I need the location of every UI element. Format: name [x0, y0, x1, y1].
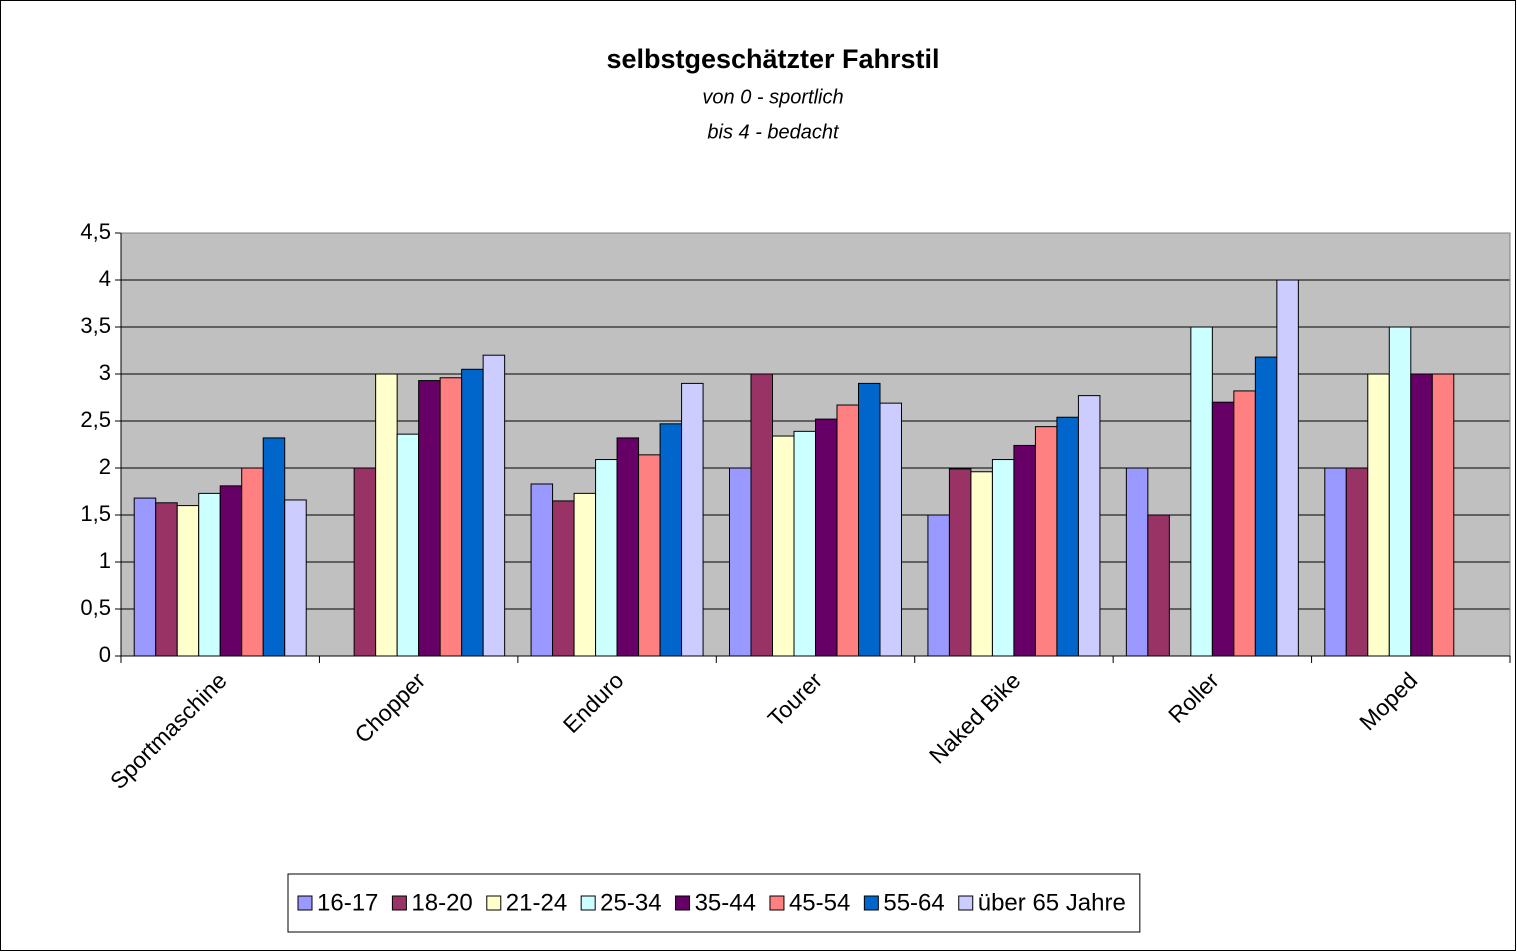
bar	[595, 459, 618, 657]
bar	[1324, 467, 1347, 657]
bar	[1431, 373, 1455, 657]
bar	[659, 423, 683, 657]
bar	[133, 497, 157, 657]
legend-label: 21-24	[506, 889, 567, 916]
bar	[1147, 514, 1170, 657]
y-tick-label: 0,5	[80, 595, 111, 620]
bar	[1077, 395, 1101, 657]
bar	[353, 467, 377, 657]
y-tick-label: 3	[99, 360, 111, 385]
chart-title: selbstgeschätzter Fahrstil	[606, 44, 939, 74]
bar	[198, 492, 221, 657]
bar	[815, 418, 838, 657]
bar	[1013, 444, 1036, 657]
y-tick-label: 2,5	[80, 407, 111, 432]
bar	[396, 433, 420, 657]
y-tick-label: 3,5	[80, 313, 111, 338]
bar	[461, 368, 484, 657]
legend-label: 16-17	[317, 889, 378, 916]
bar	[482, 354, 506, 657]
bar	[638, 454, 661, 657]
bar	[948, 468, 972, 657]
bar	[1345, 467, 1369, 657]
legend-swatch	[958, 895, 974, 911]
y-tick-label: 1	[99, 548, 111, 573]
bar	[176, 505, 200, 657]
legend-swatch	[297, 895, 313, 911]
legend-swatch	[675, 895, 691, 911]
bar	[1034, 426, 1058, 657]
y-tick-label: 4,5	[80, 219, 111, 244]
bar	[530, 483, 554, 657]
bar	[262, 437, 286, 657]
legend-swatch	[391, 895, 407, 911]
bar	[681, 382, 704, 657]
bar	[1410, 373, 1433, 657]
y-tick-label: 2	[99, 454, 111, 479]
bar	[772, 435, 795, 657]
bar	[879, 402, 902, 657]
legend-swatch	[863, 895, 879, 911]
bar	[836, 404, 859, 657]
legend-label: 35-44	[695, 889, 756, 916]
legend-box	[287, 873, 1141, 933]
bar	[970, 471, 993, 657]
bar	[284, 499, 307, 657]
bar	[1254, 356, 1278, 657]
chart-subtitle: bis 4 - bedacht	[707, 121, 840, 143]
bar	[750, 373, 773, 657]
bar	[1276, 279, 1299, 657]
legend-swatch	[580, 895, 596, 911]
bar	[573, 492, 597, 657]
bar	[155, 502, 178, 657]
y-tick-label: 1,5	[80, 501, 111, 526]
bar	[219, 485, 243, 657]
bar	[439, 377, 463, 657]
bar	[1388, 326, 1412, 657]
y-tick-label: 0	[99, 642, 111, 667]
legend-label: 45-54	[789, 889, 850, 916]
bar	[418, 380, 441, 657]
bar	[552, 500, 575, 657]
legend-swatch	[486, 895, 502, 911]
legend-swatch	[769, 895, 785, 911]
bar	[616, 437, 640, 657]
bar	[1233, 390, 1256, 657]
bar	[1190, 326, 1213, 657]
bar	[1056, 416, 1079, 657]
bar	[927, 514, 950, 657]
bar	[1211, 401, 1235, 657]
legend-label: über 65 Jahre	[978, 889, 1126, 916]
bar	[793, 430, 816, 657]
bar	[858, 382, 881, 657]
legend-label: 55-64	[883, 889, 944, 916]
chart-subtitle: von 0 - sportlich	[702, 86, 843, 108]
bar	[991, 459, 1015, 657]
bar	[375, 373, 398, 657]
legend-label: 25-34	[600, 889, 661, 916]
bar	[1125, 467, 1149, 657]
legend-label: 18-20	[411, 889, 472, 916]
bar	[241, 467, 264, 657]
bar	[729, 467, 752, 657]
y-tick-label: 4	[99, 266, 111, 291]
bar	[1367, 373, 1390, 657]
